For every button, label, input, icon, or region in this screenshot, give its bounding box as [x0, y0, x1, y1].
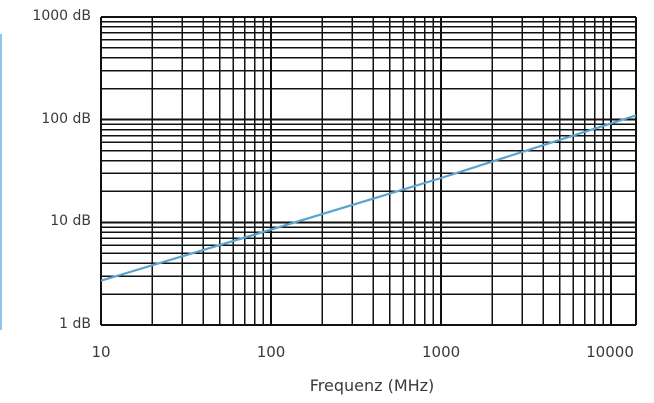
y-tick-label: 10 dB	[50, 213, 91, 230]
x-tick-label: 1000	[422, 343, 461, 361]
left-accent-bar	[0, 34, 2, 330]
x-tick-label: 10	[91, 343, 111, 361]
x-tick-label: 100	[256, 343, 286, 361]
x-tick-label: 10000	[586, 343, 634, 361]
y-tick-label: 1000 dB	[32, 8, 91, 24]
series-line-0	[100, 114, 637, 282]
x-axis-label: Frequenz (MHz)	[309, 376, 435, 395]
y-tick-label: 100 dB	[41, 110, 91, 127]
y-tick-label: 1 dB	[59, 316, 91, 332]
